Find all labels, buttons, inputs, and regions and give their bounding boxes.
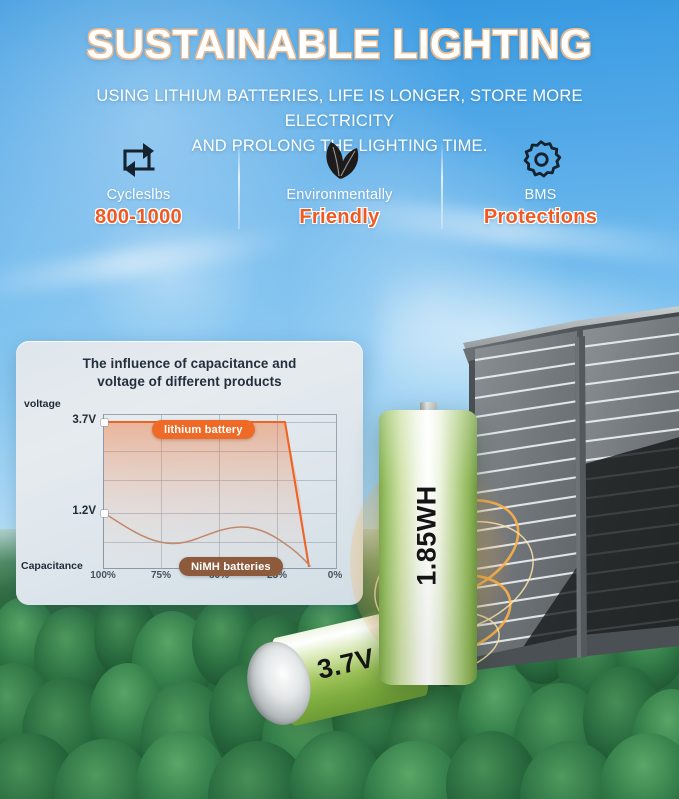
upright-battery: 1.85WH: [379, 402, 477, 685]
gear-icon: [518, 137, 564, 183]
x-axis-label: Capacitance: [21, 560, 83, 572]
feature-cycles-label: Cycleslbs: [106, 187, 171, 203]
subtitle-line-2: AND PROLONG THE LIGHTING TIME.: [191, 137, 488, 155]
feature-bms-label: BMS: [524, 187, 557, 203]
page-subtitle: USING LITHIUM BATTERIES, LIFE IS LONGER,…: [40, 84, 639, 159]
feature-row: Cycleslbs 800-1000 Environmentally Frien…: [38, 137, 641, 237]
chart-title-line2: voltage of different products: [97, 374, 282, 389]
chart-title: The influence of capacitance and voltage…: [34, 355, 345, 391]
subtitle-line-1: USING LITHIUM BATTERIES, LIFE IS LONGER,…: [96, 87, 583, 130]
page-title: SUSTAINABLE LIGHTING: [86, 21, 593, 67]
feature-bms: BMS Protections: [440, 137, 641, 229]
feature-environment-label: Environmentally: [286, 187, 393, 203]
legend-badge-lithium: lithium battery: [152, 420, 255, 439]
y-tick-3_7v: 3.7V: [72, 414, 96, 426]
x-tick-25: 25%: [266, 570, 288, 581]
chart-series: [104, 420, 311, 568]
feature-environment: Environmentally Friendly: [239, 137, 440, 229]
upright-battery-label: 1.85WH: [411, 485, 442, 586]
upright-battery-terminal: [420, 402, 437, 412]
feature-divider: [441, 143, 443, 229]
solar-panel: [455, 305, 679, 675]
cycle-arrows-icon: [116, 137, 162, 183]
feature-cycles-value: 800-1000: [95, 206, 182, 228]
feature-bms-value: Protections: [483, 206, 598, 228]
x-tick-100: 100%: [90, 570, 116, 581]
leaves-icon: [317, 137, 363, 183]
datapoint-lithium-start: [100, 418, 108, 426]
plot-area: [100, 414, 337, 569]
upright-battery-body: [379, 410, 477, 685]
feature-divider: [238, 143, 240, 229]
feature-cycles: Cycleslbs 800-1000: [38, 137, 239, 229]
legend-badge-nimh: NiMH batteries: [179, 557, 283, 576]
chart-title-line1: The influence of capacitance and: [82, 356, 297, 371]
feature-environment-value: Friendly: [299, 206, 380, 228]
x-tick-0: 0%: [327, 570, 343, 581]
x-tick-75: 75%: [150, 570, 172, 581]
datapoint-nimh-start: [100, 509, 108, 517]
y-axis-label: voltage: [24, 398, 61, 410]
y-tick-1_2v: 1.2V: [72, 505, 96, 517]
